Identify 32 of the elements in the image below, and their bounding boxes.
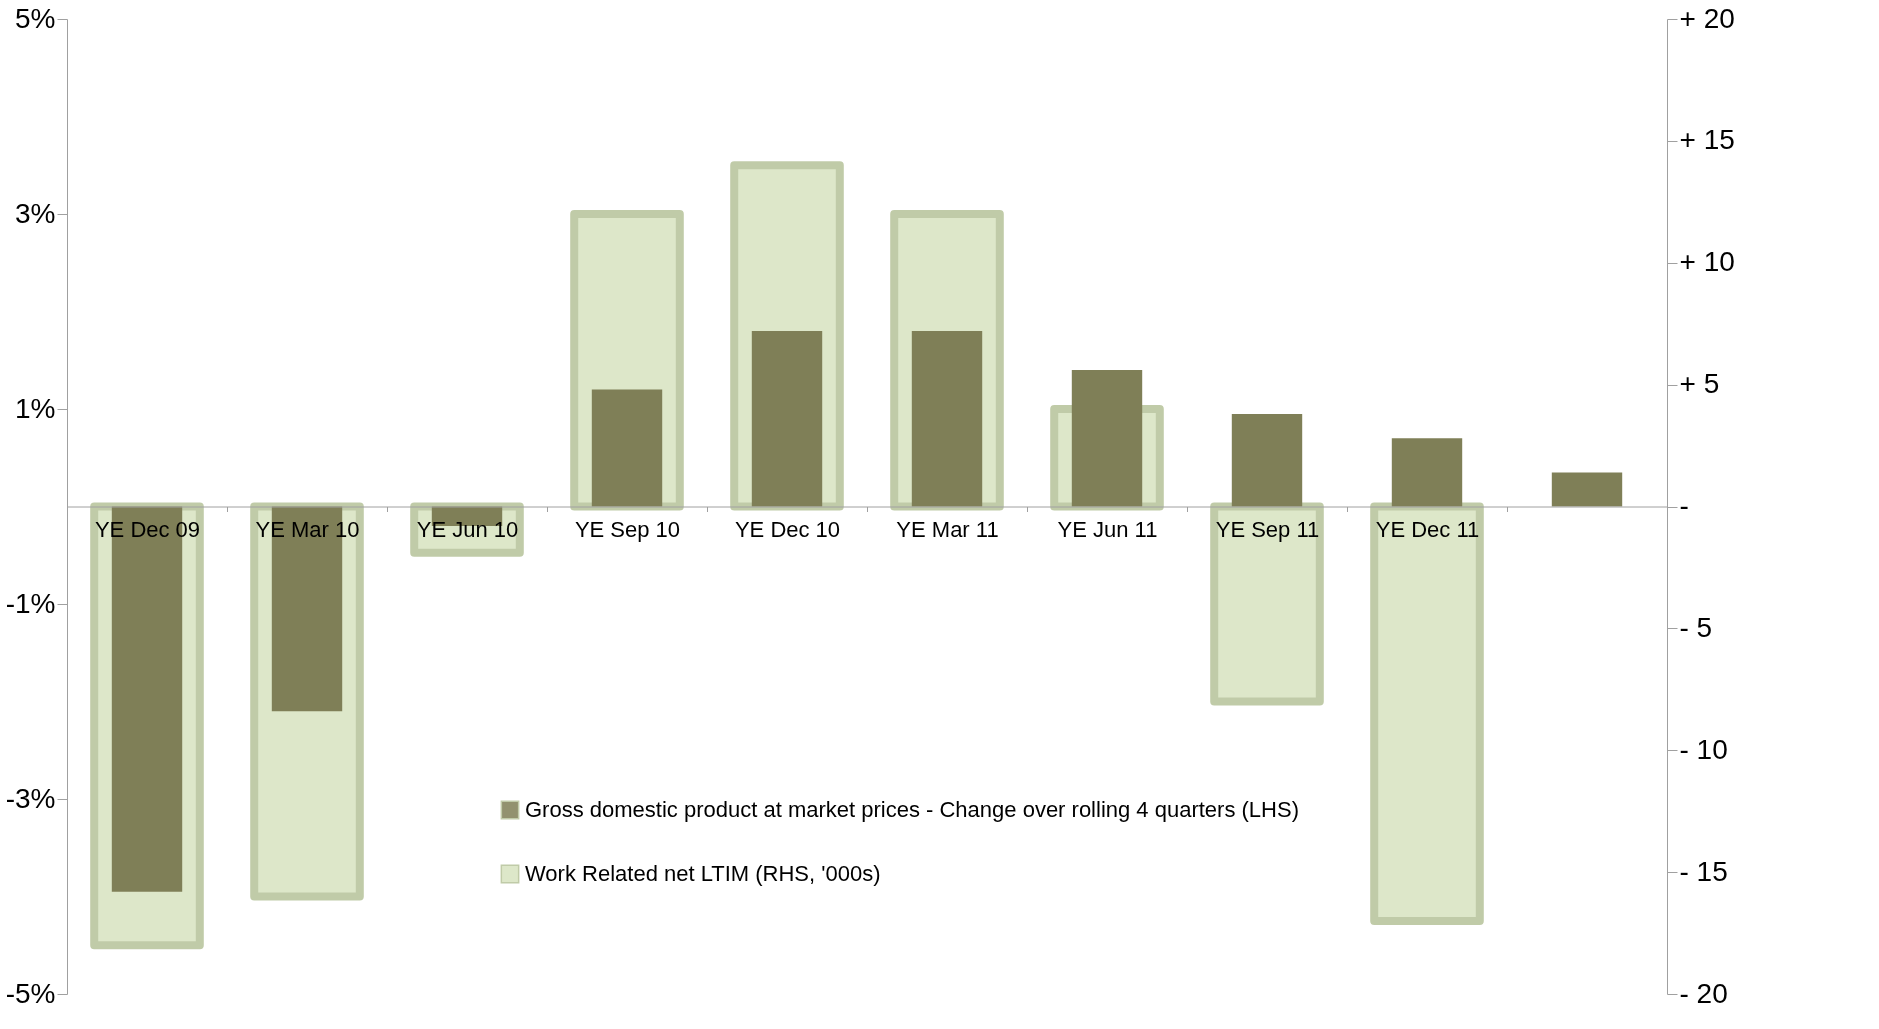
legend-label: Gross domestic product at market prices - Change over rolling 4 quarters (LHS) bbox=[525, 797, 1299, 822]
y2-tick-label: + 15 bbox=[1679, 124, 1735, 156]
y2-tick-label: + 10 bbox=[1679, 246, 1735, 278]
bar bbox=[1391, 438, 1463, 507]
y-tick-label: -3% bbox=[5, 782, 56, 814]
y-tick-label: -5% bbox=[5, 977, 56, 1009]
x-tick-label: YE Dec 10 bbox=[734, 517, 841, 542]
bar bbox=[1551, 472, 1623, 507]
x-tick-label: YE Jun 10 bbox=[416, 517, 519, 542]
y2-tick-label: + 5 bbox=[1679, 368, 1720, 400]
bar bbox=[751, 331, 823, 507]
bar bbox=[591, 389, 663, 507]
y2-tick-label: - 15 bbox=[1679, 855, 1728, 887]
x-tick-label: YE Jun 11 bbox=[1057, 517, 1158, 542]
y2-tick-label: + 20 bbox=[1679, 2, 1735, 34]
y-tick-label: 3% bbox=[15, 197, 56, 229]
x-tick-label: YE Sep 10 bbox=[574, 517, 681, 542]
y2-tick-label: - 5 bbox=[1679, 611, 1713, 643]
y2-tick-label: - 10 bbox=[1679, 733, 1728, 765]
x-tick-label: YE Dec 09 bbox=[94, 517, 201, 542]
x-tick-label: YE Mar 10 bbox=[255, 517, 360, 542]
x-tick-label: YE Dec 11 bbox=[1375, 517, 1480, 542]
legend-label: Work Related net LTIM (RHS, '000s) bbox=[525, 861, 881, 886]
y2-tick-label: - bbox=[1679, 490, 1689, 521]
y-tick-label: -1% bbox=[5, 587, 56, 619]
y-tick-label: 1% bbox=[15, 392, 56, 424]
bar bbox=[1231, 413, 1303, 507]
x-tick-label: YE Sep 11 bbox=[1215, 517, 1320, 542]
x-tick-label: YE Mar 11 bbox=[896, 517, 999, 542]
y2-tick-label: - 20 bbox=[1679, 977, 1728, 1009]
bar bbox=[911, 331, 983, 507]
y-tick-label: 5% bbox=[15, 2, 56, 34]
